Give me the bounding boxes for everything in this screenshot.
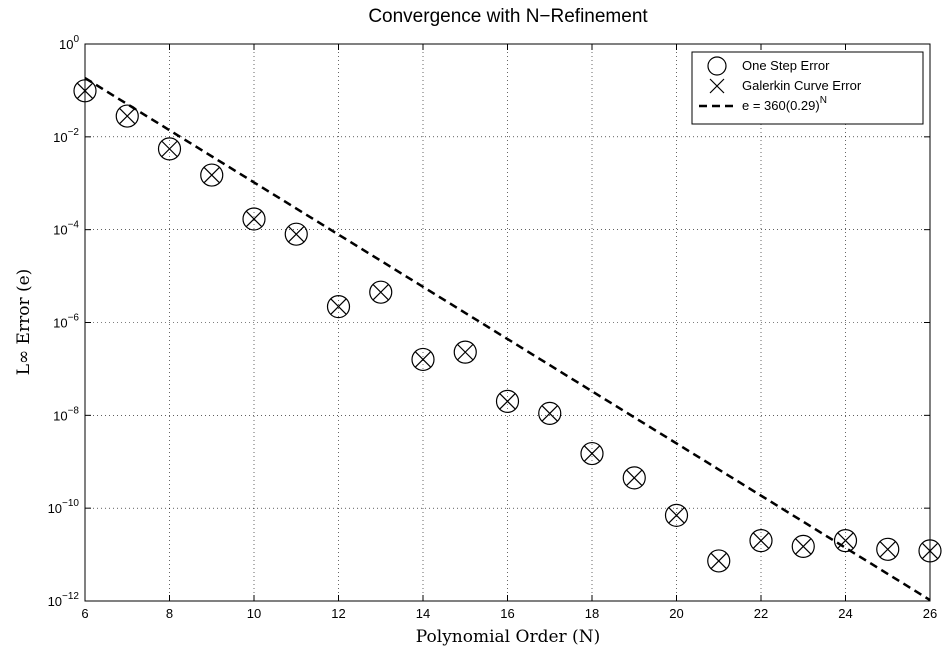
y-tick-label: 10−8 xyxy=(53,405,79,424)
point xyxy=(580,441,604,466)
plot-frame xyxy=(84,43,931,602)
point xyxy=(795,538,812,555)
x-tick-label: 20 xyxy=(669,606,683,621)
point xyxy=(330,298,347,315)
point xyxy=(246,211,262,227)
x-tick-label: 10 xyxy=(247,606,261,621)
fit-line xyxy=(84,76,931,602)
y-tick-label: 10−10 xyxy=(48,498,80,517)
point xyxy=(288,226,305,243)
point xyxy=(626,469,643,486)
y-tick-label: 10−12 xyxy=(48,591,80,610)
legend-label: e = 360(0.29)N xyxy=(742,95,827,114)
x-tick-label: 18 xyxy=(585,606,599,621)
point xyxy=(791,534,815,559)
point xyxy=(879,541,896,558)
point xyxy=(622,466,646,490)
chart-title: Convergence with N−Refinement xyxy=(368,6,648,27)
point xyxy=(372,284,389,301)
point xyxy=(918,539,942,563)
legend-label: One Step Error xyxy=(742,58,830,73)
y-tick-label: 10−4 xyxy=(53,219,79,238)
point xyxy=(664,503,689,527)
legend-marker xyxy=(709,78,725,94)
x-tick-label: 16 xyxy=(500,606,514,621)
point xyxy=(77,82,93,99)
legend-label: Galerkin Curve Error xyxy=(742,78,862,93)
point xyxy=(710,553,727,569)
point xyxy=(326,295,351,319)
point xyxy=(453,340,477,364)
y-tick-label: 10−2 xyxy=(53,126,79,145)
legend xyxy=(691,51,924,125)
x-tick-label: 22 xyxy=(754,606,768,621)
point xyxy=(833,529,858,553)
point xyxy=(457,344,474,361)
y-tick-label: 10−6 xyxy=(53,312,79,331)
point xyxy=(749,529,773,553)
point xyxy=(369,280,393,304)
point xyxy=(922,542,938,559)
point xyxy=(161,140,178,157)
x-tick-label: 6 xyxy=(81,606,88,621)
point xyxy=(495,389,520,413)
legend-marker xyxy=(707,56,727,76)
x-tick-label: 12 xyxy=(331,606,345,621)
point xyxy=(499,393,516,410)
point xyxy=(411,347,435,372)
point xyxy=(538,401,562,426)
point xyxy=(541,405,558,422)
point xyxy=(200,163,224,187)
x-tick-label: 26 xyxy=(923,606,937,621)
point xyxy=(242,207,266,231)
x-tick-label: 8 xyxy=(166,606,173,621)
point xyxy=(707,549,731,573)
x-axis-label: Polynomial Order (N) xyxy=(416,627,600,647)
y-axis-label: L∞ Error (e) xyxy=(14,269,34,376)
x-tick-label: 14 xyxy=(416,606,430,621)
point xyxy=(415,351,431,368)
y-tick-label: 100 xyxy=(59,34,79,53)
point xyxy=(284,222,308,246)
point xyxy=(119,108,136,125)
point xyxy=(73,79,97,103)
plot-area xyxy=(85,44,930,601)
point xyxy=(584,445,600,462)
point xyxy=(668,507,685,524)
point xyxy=(203,167,220,184)
x-tick-label: 24 xyxy=(838,606,852,621)
point xyxy=(876,537,900,561)
point xyxy=(157,137,182,161)
point xyxy=(115,104,139,128)
point xyxy=(753,532,769,549)
